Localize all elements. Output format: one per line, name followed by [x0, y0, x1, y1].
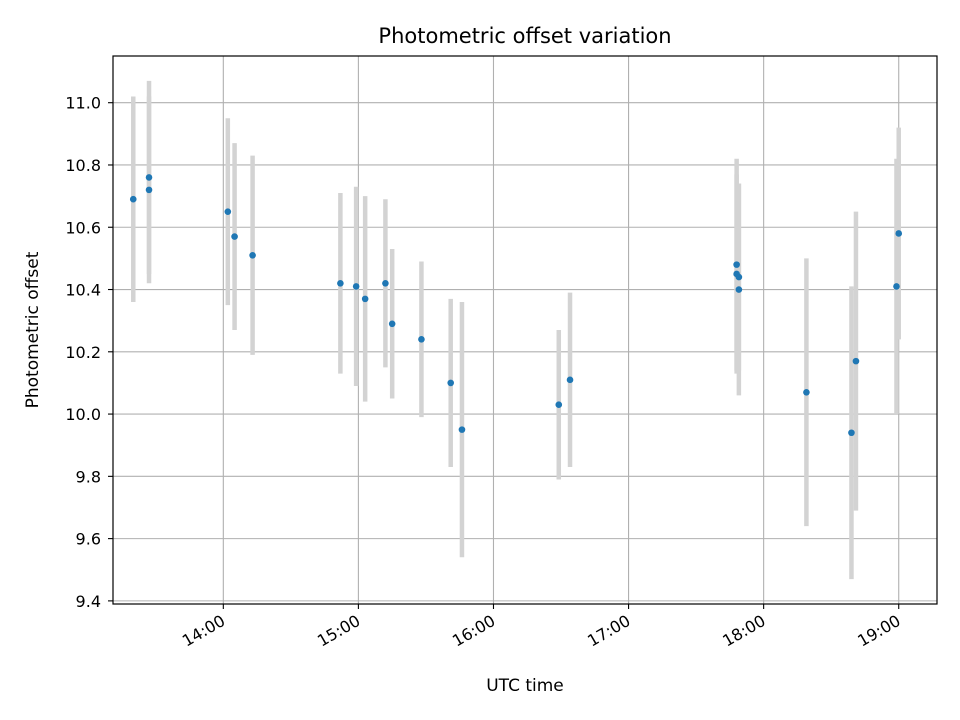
data-point	[458, 426, 466, 433]
data-point	[735, 273, 743, 281]
y-tick-label: 11.0	[65, 94, 101, 113]
data-point	[352, 283, 360, 290]
data-point	[361, 295, 369, 303]
data-point	[848, 429, 855, 437]
data-point	[145, 174, 153, 181]
plot-frame	[112, 55, 938, 605]
data-point	[733, 261, 740, 268]
data-point	[224, 208, 232, 215]
data-point	[895, 230, 903, 237]
y-tick-label: 10.0	[65, 405, 101, 424]
data-point	[145, 186, 153, 194]
data-point	[129, 195, 137, 203]
data-point	[382, 279, 389, 287]
chart-title: Photometric offset variation	[378, 24, 671, 48]
grid-layer	[113, 56, 937, 604]
data-point	[447, 379, 455, 387]
data-point	[388, 320, 396, 328]
data-point	[852, 357, 860, 365]
data-point	[735, 286, 743, 293]
y-tick-label: 10.6	[65, 218, 101, 237]
x-axis-label: UTC time	[486, 676, 564, 696]
data-point	[418, 336, 425, 343]
data-point	[249, 251, 256, 259]
data-point	[566, 376, 574, 384]
y-tick-label: 9.8	[76, 467, 101, 486]
data-point	[337, 279, 344, 287]
marker-layer	[129, 174, 903, 437]
y-tick-label: 9.4	[76, 592, 101, 611]
data-point	[231, 233, 238, 240]
y-tick-label: 10.2	[65, 343, 101, 362]
y-tick-label: 9.6	[76, 530, 101, 549]
y-tick-label: 10.8	[65, 156, 101, 175]
data-point	[803, 388, 810, 396]
y-axis-label: Photometric offset	[23, 251, 43, 408]
data-point	[555, 401, 563, 409]
y-tick-label: 10.4	[65, 281, 101, 300]
data-point	[893, 283, 900, 290]
